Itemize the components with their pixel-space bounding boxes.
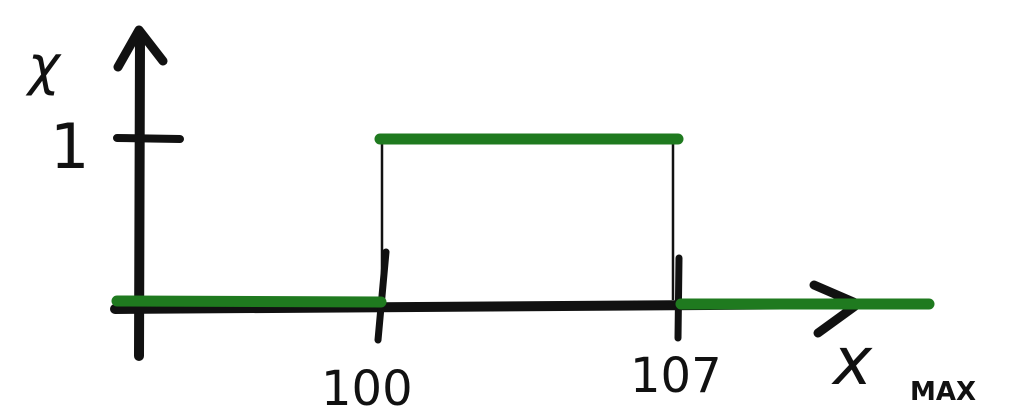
y-tick-mark [113,134,184,143]
x-tick-label-100: 100 [321,361,413,417]
x-tick-107-mark [674,254,683,342]
y-axis-label: χ [25,34,62,97]
y-tick-label: 1 [50,110,89,183]
y-axis-arrowhead [113,25,168,72]
x-axis-subscript: MAX [910,377,976,407]
x-axis-label: x [831,323,873,400]
x-tick-label-107: 107 [630,348,722,404]
function-segment-low-left [111,295,387,308]
